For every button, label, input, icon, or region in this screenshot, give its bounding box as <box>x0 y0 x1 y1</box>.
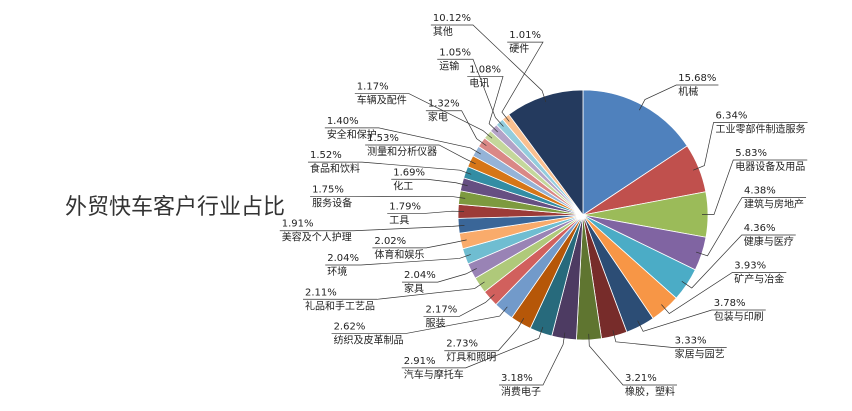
leader-line <box>303 281 485 300</box>
value-label: 1.91% <box>282 219 314 230</box>
leader-line <box>437 58 504 127</box>
leader-line <box>372 239 467 249</box>
value-label: 4.36% <box>744 223 776 234</box>
slice-label: 电讯 <box>469 76 489 89</box>
value-label: 2.62% <box>334 322 366 333</box>
value-label: 1.52% <box>310 150 342 161</box>
leader-line <box>501 41 544 122</box>
slice-label: 运输 <box>439 59 459 72</box>
value-label: 10.12% <box>433 13 471 24</box>
slice-label: 其他 <box>433 25 453 38</box>
leader-line <box>279 224 465 232</box>
value-label: 6.34% <box>716 111 748 122</box>
slice-label: 车辆及配件 <box>357 94 407 107</box>
slice-label: 灯具和照明 <box>446 352 496 364</box>
leader-line <box>430 24 547 103</box>
value-label: 1.40% <box>327 116 359 127</box>
chart-title: 外贸快车客户行业占比 <box>65 195 285 220</box>
leader-line <box>701 159 808 215</box>
leader-line <box>365 144 476 165</box>
slice-label: 工业零部件制造服务 <box>716 123 806 136</box>
value-label: 1.17% <box>357 82 389 93</box>
leader-line <box>638 84 719 111</box>
value-label: 2.04% <box>327 253 359 264</box>
slice-label: 测量和分析仪器 <box>367 145 437 158</box>
value-label: 2.17% <box>425 304 457 315</box>
value-label: 1.32% <box>428 99 460 110</box>
slice-label: 家具 <box>404 282 424 295</box>
slice-label: 美容及个人护理 <box>282 231 352 244</box>
slice-label: 橡胶，塑料 <box>625 385 675 398</box>
leader-line <box>661 272 787 315</box>
slice-label: 食品和饮料 <box>310 162 360 175</box>
leader-line <box>307 161 472 175</box>
leader-line <box>331 306 508 334</box>
slice-label: 健康与医疗 <box>744 235 794 248</box>
slice-label: 机械 <box>678 85 698 98</box>
slice-label: 服务设备 <box>312 196 352 209</box>
value-label: 1.01% <box>509 30 541 41</box>
leader-line <box>387 210 465 214</box>
value-label: 2.73% <box>446 339 478 350</box>
slice-label: 环境 <box>327 265 347 278</box>
leader-line <box>681 234 796 289</box>
slice-label: 工具 <box>389 215 409 227</box>
slice-label: 家居与园艺 <box>675 348 725 361</box>
value-label: 4.38% <box>744 186 776 197</box>
leader-line <box>401 326 544 369</box>
value-label: 2.02% <box>374 236 406 247</box>
leader-line <box>444 318 525 352</box>
leader-line <box>588 333 677 386</box>
value-label: 5.83% <box>735 148 767 159</box>
value-label: 2.91% <box>404 356 436 367</box>
slice-label: 化工 <box>393 179 413 192</box>
leader-line <box>612 330 727 348</box>
leader-line <box>467 76 504 133</box>
slice-label: 矿产与冶金 <box>734 273 784 286</box>
slice-label: 礼品和手工艺品 <box>305 299 375 312</box>
value-label: 15.68% <box>678 73 716 84</box>
leader-line <box>310 196 466 199</box>
value-label: 3.18% <box>501 373 533 384</box>
slice-label: 家电 <box>428 111 448 124</box>
leader-line <box>695 197 807 257</box>
leader-line <box>499 332 566 386</box>
value-label: 3.21% <box>625 373 657 384</box>
leader-line <box>423 294 495 317</box>
value-label: 3.93% <box>734 261 766 272</box>
leader-line <box>324 127 481 155</box>
slice-label: 硬件 <box>509 43 529 55</box>
leader-line <box>354 93 493 139</box>
value-label: 3.33% <box>675 336 707 347</box>
value-label: 2.04% <box>404 270 436 281</box>
leader-line <box>693 122 808 171</box>
leader-line <box>637 309 766 332</box>
value-label: 1.05% <box>439 47 471 58</box>
value-label: 2.11% <box>305 287 337 298</box>
slice-label: 安全和保护 <box>327 128 377 141</box>
slice-label: 服装 <box>425 316 445 329</box>
leader-line <box>391 178 468 187</box>
slice-label: 汽车与摩托车 <box>404 368 464 381</box>
slice-label: 纺织及皮革制品 <box>334 334 404 347</box>
value-label: 1.53% <box>367 133 399 144</box>
value-label: 1.79% <box>389 202 421 213</box>
slice-label: 电器设备及用品 <box>735 160 805 173</box>
value-label: 1.75% <box>312 184 344 195</box>
leader-line <box>401 268 477 283</box>
leader-line <box>325 254 471 266</box>
value-label: 1.69% <box>393 167 425 178</box>
slice-label: 包装与印刷 <box>714 310 764 323</box>
slice-label: 建筑与房地产 <box>744 198 804 211</box>
value-label: 1.08% <box>469 64 501 75</box>
value-label: 3.78% <box>714 298 746 309</box>
slice-label: 体育和娱乐 <box>374 248 424 261</box>
slice-label: 消费电子 <box>501 385 541 398</box>
